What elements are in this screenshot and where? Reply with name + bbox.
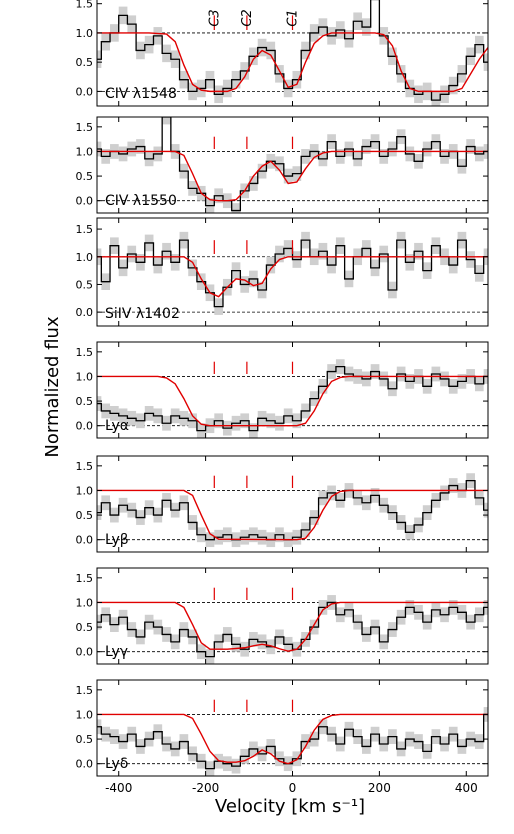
y-tick-label: 0.5 <box>76 278 94 291</box>
y-tick-label: 1.5 <box>76 121 94 134</box>
y-tick-label: 0.5 <box>76 56 94 69</box>
x-tick-label: -200 <box>192 781 219 795</box>
x-axis-label: Velocity [km s⁻¹] <box>215 796 365 817</box>
y-tick-label: 0.5 <box>76 170 94 183</box>
y-tick-label: 0.0 <box>76 758 94 771</box>
y-tick-label: 1.5 <box>76 684 94 697</box>
error-band-segment <box>231 203 241 213</box>
y-tick-label: 0.0 <box>76 85 94 98</box>
model-fit <box>97 375 488 427</box>
panel-label: Lyγ <box>105 644 128 660</box>
error-band-segment <box>162 117 171 125</box>
model-fit <box>97 256 488 298</box>
plot-area <box>97 0 488 106</box>
plot-area <box>97 699 488 776</box>
error-band-segment <box>431 91 441 106</box>
model-fit <box>97 601 488 652</box>
panel-2: 0.0 0.5 1.0 1.5 CIV λ1550 <box>76 116 489 214</box>
observed-spectrum <box>97 365 488 432</box>
model-fit <box>97 713 488 765</box>
panel-label: CIV λ1550 <box>105 193 177 209</box>
y-tick-label: 1.5 <box>76 0 94 11</box>
y-tick-label: 0.0 <box>76 420 94 433</box>
observed-spectrum <box>97 713 488 770</box>
y-tick-label: 0.5 <box>76 509 94 522</box>
panel-label: Lyδ <box>105 756 128 772</box>
component-label-c2: C2 <box>240 9 255 26</box>
panel-label: CIV λ1548 <box>105 86 177 102</box>
y-tick-label: 0.0 <box>76 534 94 547</box>
y-tick-label: 1.5 <box>76 460 94 473</box>
labels-layer: Velocity [km s⁻¹] Normalized flux C3 C2 C1… <box>42 9 478 817</box>
model-fit <box>97 489 488 541</box>
panel-5: 0.0 0.5 1.0 1.5 Lyβ <box>76 455 489 553</box>
panel-3: 0.0 0.5 1.0 1.5 SiIV λ1402 <box>76 217 489 327</box>
y-axis-label: Normalized flux <box>42 316 63 458</box>
panel-6: 0.0 0.5 1.0 1.5 Lyγ <box>76 567 489 665</box>
component-label-c3: C3 <box>207 9 222 26</box>
y-tick-label: 1.0 <box>76 596 94 609</box>
x-tick-label: -400 <box>105 781 132 795</box>
y-tick-label: 1.0 <box>76 484 94 497</box>
observed-spectrum <box>97 479 488 541</box>
y-tick-label: 1.0 <box>76 27 94 40</box>
y-tick-label: 1.5 <box>76 346 94 359</box>
panel-7: 0.0 0.5 1.0 1.5 Lyδ <box>76 679 489 777</box>
x-tick-label: 0 <box>289 781 297 795</box>
y-tick-label: 0.0 <box>76 646 94 659</box>
panels-layer: 0.0 0.5 1.0 1.5 CIV λ1548 0.0 0.5 1.0 1.5 CIV λ15… <box>76 0 489 777</box>
model-fit <box>97 150 488 202</box>
panel-label: Lyβ <box>105 532 129 548</box>
panel-4: 0.0 0.5 1.0 1.5 Lyα <box>76 341 489 439</box>
model-fit <box>97 32 488 93</box>
y-tick-label: 0.5 <box>76 395 94 408</box>
y-tick-label: 1.0 <box>76 251 94 264</box>
y-tick-label: 1.0 <box>76 708 94 721</box>
panel-label: SiIV λ1402 <box>105 306 180 322</box>
error-band-segment <box>370 0 380 1</box>
plot-area <box>97 231 488 315</box>
panel-1: 0.0 0.5 1.0 1.5 CIV λ1548 <box>76 0 489 107</box>
y-tick-label: 0.5 <box>76 733 94 746</box>
observed-spectrum <box>97 601 488 658</box>
y-tick-label: 1.5 <box>76 223 94 236</box>
plot-area <box>97 117 488 213</box>
plot-area <box>97 587 488 664</box>
x-tick-label: 400 <box>455 781 478 795</box>
y-tick-label: 0.0 <box>76 195 94 208</box>
y-tick-label: 1.5 <box>76 572 94 585</box>
plot-area <box>97 473 488 548</box>
plot-area <box>97 359 488 438</box>
y-tick-label: 1.0 <box>76 145 94 158</box>
component-label-c1: C1 <box>286 9 301 26</box>
panel-label: Lyα <box>105 418 129 434</box>
y-tick-label: 0.5 <box>76 621 94 634</box>
x-tick-label: 200 <box>368 781 391 795</box>
y-tick-label: 0.0 <box>76 306 94 319</box>
y-tick-label: 1.0 <box>76 370 94 383</box>
